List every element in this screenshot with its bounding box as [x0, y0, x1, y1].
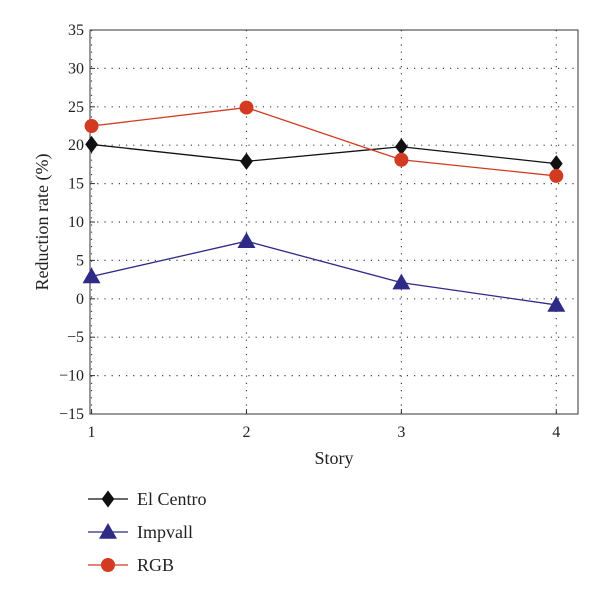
- y-tick-label: −5: [67, 329, 84, 346]
- legend-marker: [101, 558, 115, 572]
- data-point: [547, 295, 566, 312]
- data-point: [392, 273, 411, 290]
- data-point: [549, 168, 564, 183]
- y-tick-label: 0: [76, 291, 84, 308]
- y-tick-label: 10: [68, 214, 84, 231]
- x-axis: 1 2 3 4: [88, 409, 560, 441]
- y-tick-label: −10: [59, 368, 84, 385]
- y-tick-label: 35: [68, 22, 84, 39]
- series: [82, 100, 566, 312]
- x-tick-label: 1: [88, 424, 96, 441]
- data-point: [239, 100, 254, 115]
- data-point: [85, 135, 98, 153]
- series-0: [85, 135, 563, 173]
- legend-label: RGB: [137, 555, 174, 575]
- legend-label: El Centro: [137, 489, 207, 509]
- data-point: [82, 267, 101, 284]
- x-tick-label: 3: [397, 424, 405, 441]
- data-point: [549, 155, 563, 173]
- legend-marker: [101, 490, 115, 508]
- y-tick-label: 30: [68, 60, 84, 77]
- y-tick-label: 25: [68, 99, 84, 116]
- legend-marker: [99, 523, 117, 539]
- series-1: [82, 232, 566, 312]
- series-line: [91, 143, 557, 165]
- y-tick-label: 5: [76, 252, 84, 269]
- y-tick-label: −15: [59, 406, 84, 423]
- y-tick-label: 20: [68, 137, 84, 154]
- data-point: [84, 119, 99, 133]
- legend-label: Impvall: [137, 522, 193, 542]
- x-axis-title: Story: [314, 448, 353, 468]
- data-point: [240, 152, 253, 170]
- grid: [90, 30, 578, 414]
- plot-frame: [89, 29, 579, 415]
- series-line: [91, 240, 557, 306]
- x-tick-label: 2: [242, 424, 250, 441]
- y-tick-label: 15: [68, 176, 84, 193]
- x-tick-label: 4: [552, 424, 560, 441]
- data-point: [237, 232, 256, 248]
- y-axis-title: Reduction rate (%): [32, 154, 53, 291]
- y-axis: 35 30 25 20 15 10 5 0 −5 −10 −15: [59, 22, 95, 423]
- legend-item: Impvall: [88, 522, 193, 542]
- data-point: [394, 152, 409, 167]
- data-point: [395, 138, 408, 156]
- legend-item: El Centro: [88, 489, 207, 509]
- legend-item: RGB: [88, 555, 174, 575]
- series-line: [91, 106, 557, 177]
- series-2: [84, 100, 564, 183]
- legend: El Centro Impvall RGB: [88, 489, 207, 575]
